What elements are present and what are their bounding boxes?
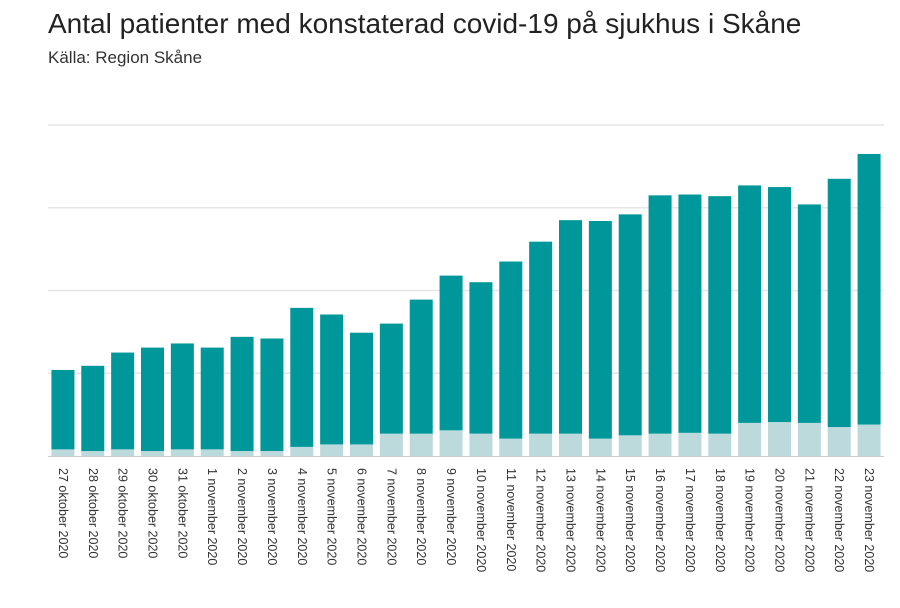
bar-segment-lower	[260, 451, 284, 456]
bar-segment-upper	[320, 314, 344, 445]
bar-segment-lower	[678, 432, 702, 456]
bar-segment-lower	[768, 422, 791, 456]
bar-segment-upper	[529, 241, 553, 434]
bar-segment-lower	[618, 435, 642, 456]
bar-segment-lower	[827, 427, 851, 456]
bar-segment-lower	[290, 446, 314, 456]
bar-segment-upper	[499, 261, 523, 439]
bar-segment-upper	[81, 365, 105, 452]
x-tick-label: 7 november 2020	[384, 468, 398, 565]
x-tick-label: 13 november 2020	[564, 468, 578, 572]
bar-segment-upper	[768, 187, 791, 423]
bar-segment-upper	[260, 338, 284, 452]
bar-segment-lower	[350, 444, 373, 456]
x-tick-label: 28 oktober 2020	[86, 468, 100, 558]
bar-segment-lower	[51, 449, 75, 456]
x-tick-label: 3 november 2020	[265, 468, 279, 565]
bars	[51, 153, 881, 456]
x-tick-label: 21 november 2020	[802, 468, 816, 572]
bar-segment-lower	[379, 433, 403, 456]
chart-subtitle: Källa: Region Skåne	[48, 48, 203, 67]
bar-segment-upper	[618, 214, 642, 436]
bar-segment-upper	[350, 332, 373, 445]
bar-segment-upper	[379, 323, 403, 434]
x-tick-label: 31 oktober 2020	[175, 468, 189, 558]
x-tick-label: 30 oktober 2020	[146, 468, 160, 558]
bar-segment-lower	[81, 451, 105, 456]
bar-segment-lower	[200, 449, 224, 456]
bar-segment-upper	[857, 153, 881, 425]
bar-segment-upper	[290, 307, 314, 447]
x-tick-label: 12 november 2020	[534, 468, 548, 572]
x-tick-label: 23 november 2020	[862, 468, 876, 572]
bar-segment-lower	[588, 438, 612, 456]
x-axis: 27 oktober 2020 28 oktober 2020 29 oktober…	[48, 456, 884, 572]
bar-segment-lower	[529, 433, 553, 456]
x-tick-label: 4 november 2020	[295, 468, 309, 565]
x-tick-label: 6 november 2020	[355, 468, 369, 565]
bar-segment-upper	[588, 220, 612, 439]
x-tick-label: 1 november 2020	[205, 468, 219, 565]
bar-segment-lower	[499, 438, 523, 456]
bar-segment-upper	[200, 347, 224, 450]
chart-title: Antal patienter med konstaterad covid-19…	[48, 8, 802, 39]
bar-segment-upper	[469, 282, 493, 434]
bar-segment-lower	[409, 433, 433, 456]
bar-segment-lower	[708, 433, 732, 456]
bar-segment-upper	[678, 194, 702, 433]
x-tick-label: 16 november 2020	[653, 468, 667, 572]
x-tick-label: 29 oktober 2020	[116, 468, 130, 558]
x-tick-label: 8 november 2020	[414, 468, 428, 565]
x-tick-label: 27 oktober 2020	[56, 468, 70, 558]
bar-segment-upper	[827, 178, 851, 428]
x-tick-label: 9 november 2020	[444, 468, 458, 565]
x-tick-label: 11 november 2020	[504, 468, 518, 571]
bar-segment-lower	[320, 444, 344, 456]
x-tick-label: 19 november 2020	[743, 468, 757, 572]
x-tick-label: 22 november 2020	[832, 468, 846, 572]
bar-segment-lower	[141, 451, 164, 456]
x-tick-label: 20 november 2020	[773, 468, 787, 572]
x-tick-label: 15 november 2020	[623, 468, 637, 572]
bar-segment-lower	[469, 433, 493, 456]
bar-segment-lower	[738, 422, 762, 456]
bar-segment-lower	[797, 422, 821, 456]
bar-segment-lower	[170, 449, 194, 456]
bar-segment-upper	[170, 343, 194, 450]
bar-segment-lower	[648, 433, 672, 456]
x-tick-label: 5 november 2020	[325, 468, 339, 565]
bar-segment-upper	[51, 369, 75, 450]
bar-segment-upper	[559, 220, 582, 434]
x-tick-label: 10 november 2020	[474, 468, 488, 572]
bar-segment-lower	[111, 449, 135, 456]
chart-header: Antal patienter med konstaterad covid-19…	[48, 6, 888, 68]
bar-segment-upper	[738, 185, 762, 423]
bar-segment-upper	[141, 347, 164, 452]
bar-segment-upper	[439, 275, 463, 431]
bar-segment-upper	[708, 196, 732, 434]
bar-segment-upper	[230, 336, 254, 452]
bar-segment-upper	[409, 299, 433, 434]
x-tick-label: 17 november 2020	[683, 468, 697, 572]
bar-segment-upper	[648, 195, 672, 434]
x-tick-label: 18 november 2020	[713, 468, 727, 572]
bar-segment-lower	[230, 451, 254, 456]
bar-segment-upper	[111, 352, 135, 450]
bar-segment-lower	[857, 424, 881, 456]
x-tick-label: 2 november 2020	[235, 468, 249, 565]
x-tick-label: 14 november 2020	[593, 468, 607, 572]
bar-segment-lower	[559, 433, 582, 456]
bar-segment-upper	[797, 204, 821, 423]
bar-segment-lower	[439, 430, 463, 456]
